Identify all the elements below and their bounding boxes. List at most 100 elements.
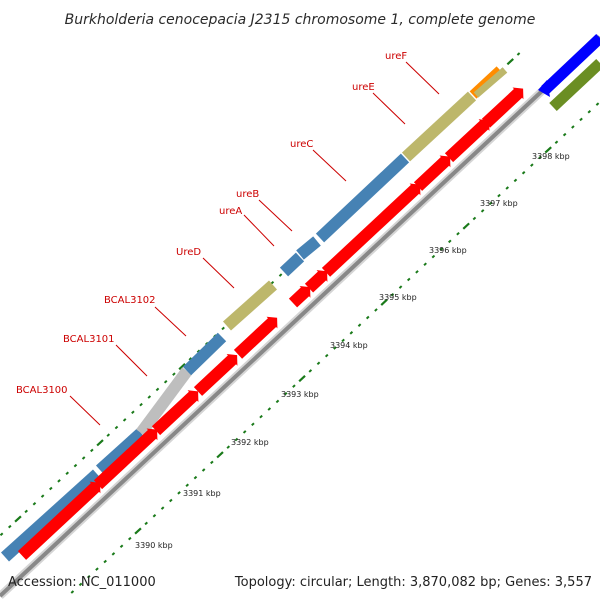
inner-tick (251, 422, 255, 427)
inner-tick (390, 292, 395, 297)
leader-ureC (312, 149, 347, 182)
label-ureA[interactable]: ureA (219, 206, 242, 217)
inner-tick (177, 491, 181, 495)
outer-tick (155, 387, 160, 392)
gene-ureE[interactable] (401, 91, 477, 162)
outer-tick (139, 402, 143, 407)
kbp-label-3390: 3390 kbp (135, 541, 173, 550)
gene-UreD[interactable] (223, 280, 277, 331)
leader-ureE (372, 92, 406, 125)
map-title: Burkholderia cenocepacia J2315 chromosom… (65, 12, 536, 28)
inner-tick (380, 298, 388, 306)
inner-tick (587, 109, 592, 114)
inner-tick (448, 239, 452, 244)
inner-tick (86, 574, 91, 579)
cds-arrow[interactable] (321, 183, 421, 277)
kbp-label-3397: 3397 kbp (480, 199, 518, 208)
inner-tick (505, 186, 510, 190)
inner-tick (298, 375, 306, 383)
label-ureC[interactable]: ureC (290, 139, 313, 150)
outer-tick (196, 349, 201, 354)
label-leaders (69, 61, 440, 426)
gene-ureA[interactable] (279, 252, 305, 277)
gene-BCAL3100-part2[interactable] (95, 428, 146, 475)
inner-tick (544, 146, 552, 154)
kbp-label-3391: 3391 kbp (183, 489, 221, 498)
leader-ureA (243, 214, 275, 247)
kbp-label-3398: 3398 kbp (532, 152, 570, 161)
outer-tick (81, 456, 86, 460)
inner-tick (341, 338, 345, 343)
label-BCAL3100[interactable]: BCAL3100 (16, 385, 68, 396)
inner-tick (70, 590, 75, 594)
label-BCAL3101[interactable]: BCAL3101 (63, 334, 115, 345)
kbp-label-3392: 3392 kbp (231, 438, 269, 447)
outer-tick (278, 273, 283, 277)
cds-arrow[interactable] (193, 354, 238, 396)
leader-BCAL3101 (115, 344, 148, 377)
inner-tick (216, 451, 224, 459)
inner-tick (103, 559, 107, 564)
gene-blue-right[interactable] (541, 34, 600, 94)
topology-summary-text: Topology: circular; Length: 3,870,082 bp… (234, 575, 592, 590)
inner-tick (144, 521, 148, 526)
gene-BCAL3101[interactable] (136, 367, 192, 437)
kbp-labels: 3390 kbp 3391 kbp 3392 kbp 3393 kbp 3394… (135, 152, 570, 550)
label-ureE[interactable]: ureE (352, 82, 375, 93)
outer-tick (14, 515, 22, 523)
gene-BCAL3102[interactable] (182, 332, 227, 376)
gene-BCAL3100[interactable] (0, 469, 102, 562)
leader-BCAL3100 (69, 395, 101, 426)
inner-tick (538, 155, 542, 160)
gene-ureC[interactable] (315, 153, 410, 243)
label-UreD[interactable]: UreD (176, 247, 201, 258)
label-ureF[interactable]: ureF (385, 51, 407, 62)
inner-tick (462, 222, 470, 230)
cds-arrow[interactable] (304, 270, 328, 293)
kbp-label-3395: 3395 kbp (379, 293, 417, 302)
inner-tick-track (70, 102, 600, 594)
inner-tick (185, 483, 190, 488)
label-BCAL3102[interactable]: BCAL3102 (104, 295, 156, 306)
gene-green-right[interactable] (549, 58, 600, 112)
inner-tick (308, 369, 313, 373)
inner-tick (521, 170, 526, 175)
outer-tick (270, 280, 275, 285)
inner-tick (365, 315, 370, 320)
outer-tick (32, 502, 37, 506)
cds-arrow[interactable] (288, 286, 311, 308)
outer-tick (188, 357, 193, 361)
cds-arrow[interactable] (151, 390, 199, 436)
backbone (0, 35, 600, 598)
label-ureB[interactable]: ureB (236, 189, 259, 200)
outer-tick (178, 363, 186, 371)
inner-tick (554, 140, 559, 144)
inner-tick (472, 216, 477, 221)
inner-tick (259, 414, 263, 419)
cds-arrow[interactable] (481, 87, 524, 128)
inner-tick (283, 392, 288, 396)
cds-arrow[interactable] (444, 119, 490, 163)
inner-tick (439, 247, 444, 251)
cds-arrow[interactable] (413, 155, 451, 191)
outer-tick (147, 395, 152, 399)
inner-tick (119, 544, 124, 548)
outer-tick (114, 425, 119, 430)
inner-tick (497, 193, 501, 198)
outer-tick (131, 410, 135, 415)
outer-tick (24, 509, 28, 514)
kbp-label-3393: 3393 kbp (281, 390, 319, 399)
cds-arrow[interactable] (93, 428, 158, 490)
inner-tick (267, 407, 272, 411)
inner-tick (595, 102, 600, 106)
inner-tick (480, 209, 485, 213)
gene-ureB[interactable] (296, 236, 321, 260)
other-genes (538, 34, 600, 112)
cds-arrow[interactable] (17, 481, 101, 560)
cds-arrow[interactable] (233, 316, 278, 359)
inner-tick (530, 163, 534, 167)
inner-tick (201, 468, 206, 472)
accession-text: Accession: NC_011000 (8, 575, 156, 590)
